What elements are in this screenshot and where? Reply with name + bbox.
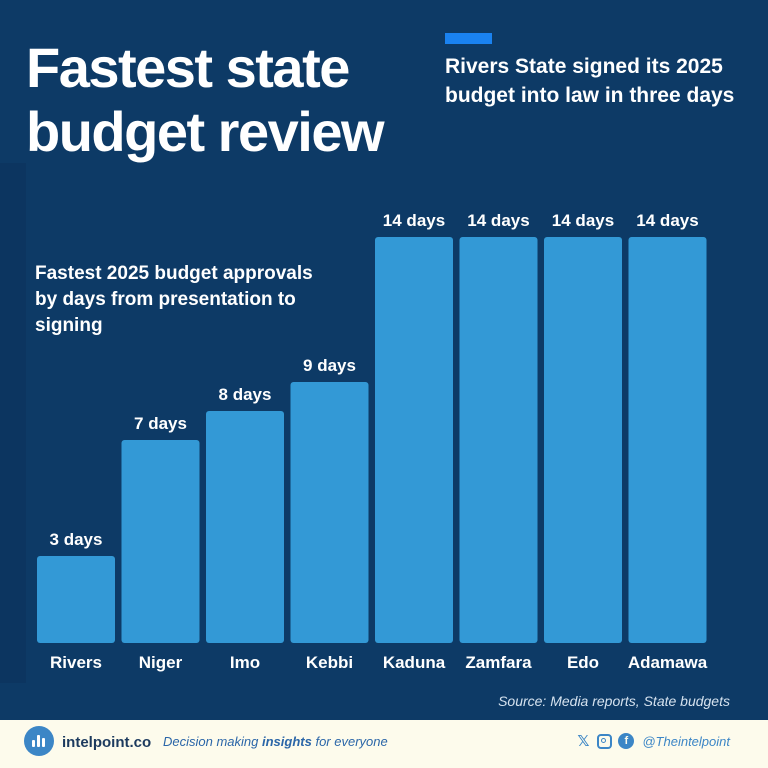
- category-label: Zamfara: [465, 653, 532, 672]
- category-label: Rivers: [50, 653, 102, 672]
- bar-niger: [121, 440, 200, 643]
- bar-kebbi: [290, 382, 369, 643]
- accent-bar: [445, 33, 492, 44]
- value-label: 14 days: [467, 211, 529, 230]
- value-label: 7 days: [134, 414, 187, 433]
- x-icon[interactable]: 𝕏: [577, 733, 590, 750]
- value-label: 14 days: [636, 211, 698, 230]
- bar-adamawa: [628, 237, 707, 643]
- bar-zamfara: [459, 237, 538, 643]
- chart-subtitle: Fastest 2025 budget approvals by days fr…: [35, 263, 313, 336]
- value-label: 3 days: [50, 530, 103, 549]
- value-label: 14 days: [383, 211, 445, 230]
- brand-name[interactable]: intelpoint.co: [62, 734, 152, 751]
- bar-rivers: [37, 556, 115, 643]
- category-label: Niger: [139, 653, 183, 672]
- bar-edo: [544, 237, 622, 643]
- category-label: Kebbi: [306, 653, 353, 672]
- category-label: Adamawa: [628, 653, 708, 672]
- category-label: Imo: [230, 653, 260, 672]
- page-title: Fastest state budget review: [26, 36, 385, 163]
- social-links: 𝕏 f @Theintelpoint: [575, 731, 730, 751]
- tagline: Decision making insights for everyone: [163, 734, 388, 749]
- facebook-icon[interactable]: f: [618, 733, 635, 749]
- category-label: Kaduna: [383, 653, 446, 672]
- value-label: 8 days: [219, 385, 272, 404]
- side-strip: [0, 163, 26, 683]
- value-label: 9 days: [303, 356, 356, 375]
- bar-chart-logo-icon[interactable]: [24, 726, 54, 756]
- value-label: 14 days: [552, 211, 614, 230]
- bar-imo: [206, 411, 284, 643]
- category-label: Edo: [567, 653, 599, 672]
- headline: Rivers State signed its 2025 budget into…: [445, 55, 735, 107]
- social-handle[interactable]: @Theintelpoint: [642, 733, 730, 749]
- source-note: Source: Media reports, State budgets: [498, 693, 730, 709]
- instagram-icon[interactable]: [597, 733, 613, 749]
- footer: [0, 720, 768, 768]
- bar-kaduna: [375, 237, 453, 643]
